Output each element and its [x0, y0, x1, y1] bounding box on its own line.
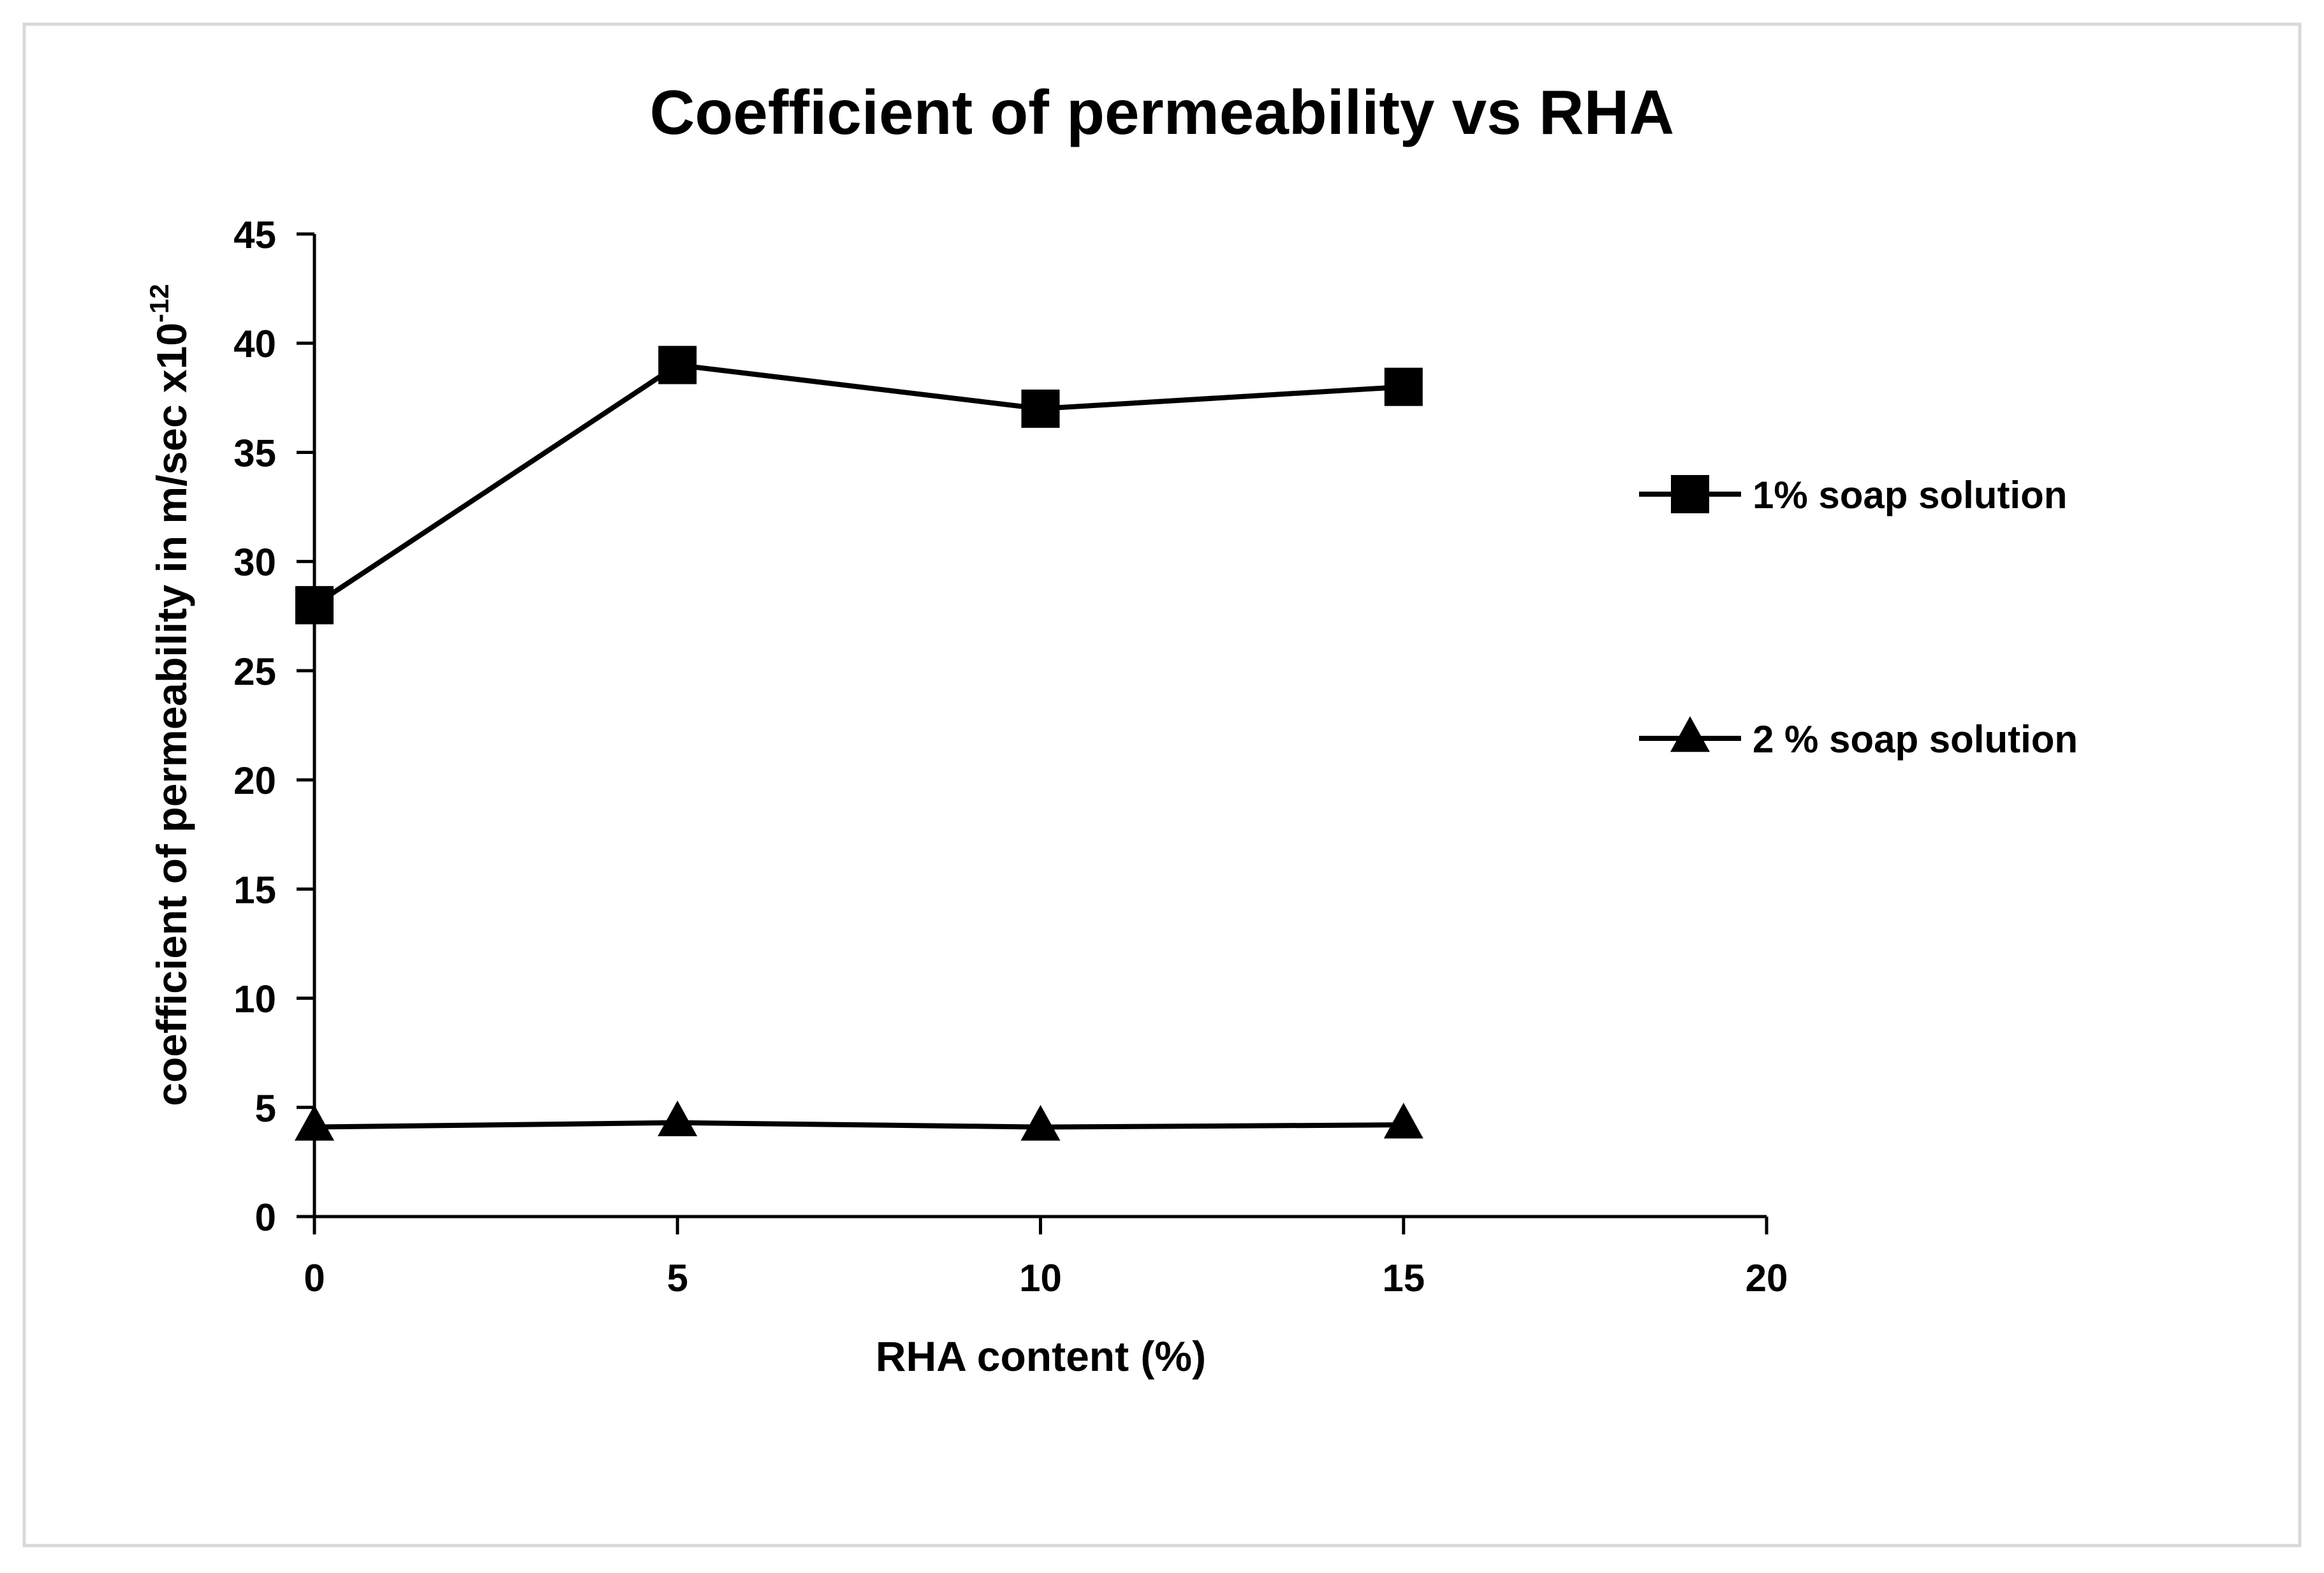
legend-entry-2: 2 % soap solution — [1639, 716, 2078, 761]
y-tick-label: 30 — [233, 541, 276, 584]
series-1-line — [313, 362, 1404, 608]
series-2-point — [295, 1104, 334, 1141]
y-tick-label: 20 — [233, 759, 276, 802]
series-1-point — [295, 586, 334, 625]
legend: 1% soap solution 2 % soap solution — [1639, 474, 2078, 761]
series-1 — [295, 346, 1423, 625]
legend-entry-1: 1% soap solution — [1639, 474, 2067, 516]
series-2-point — [658, 1101, 698, 1137]
y-tick-label: 25 — [233, 650, 276, 693]
series-2-point — [1020, 1104, 1061, 1141]
axes: 0 5 10 15 20 25 30 35 40 45 0 5 10 15 20 — [233, 214, 1788, 1299]
x-tick-label: 20 — [1746, 1257, 1788, 1299]
series-layer — [295, 346, 1423, 1141]
y-tick-label: 0 — [255, 1196, 276, 1239]
y-axis-label-superscript: -12 — [144, 284, 174, 323]
y-axis-label: coefficient of permeability in m/sec x10… — [144, 284, 195, 1106]
legend-label: 1% soap solution — [1753, 474, 2067, 516]
x-axis-label: RHA content (%) — [876, 1333, 1206, 1380]
y-tick-label: 5 — [255, 1087, 276, 1130]
series-2-line — [314, 1120, 1404, 1130]
y-axis-label-main: coefficient of permeability in m/sec x10 — [148, 323, 195, 1106]
x-tick-label: 10 — [1019, 1257, 1062, 1299]
series-2 — [295, 1101, 1423, 1141]
chart-frame — [22, 22, 2302, 1547]
chart-title: Coefficient of permeability vs RHA — [650, 77, 1674, 147]
y-tick-label: 45 — [233, 214, 276, 256]
y-tick-label: 15 — [233, 868, 276, 911]
x-tick-label: 5 — [667, 1257, 688, 1299]
legend-swatch-marker — [1670, 716, 1710, 752]
legend-label: 2 % soap solution — [1753, 718, 2078, 761]
series-1-point — [658, 346, 697, 384]
series-2-point — [1383, 1102, 1423, 1139]
series-1-point — [1021, 389, 1060, 428]
x-tick-label: 15 — [1382, 1257, 1425, 1299]
x-tick-label: 0 — [304, 1257, 325, 1299]
y-tick-label: 35 — [233, 432, 276, 474]
y-tick-label: 40 — [233, 323, 276, 365]
y-tick-label: 10 — [233, 978, 276, 1021]
legend-swatch-marker — [1671, 475, 1709, 513]
series-1-point — [1384, 367, 1423, 406]
